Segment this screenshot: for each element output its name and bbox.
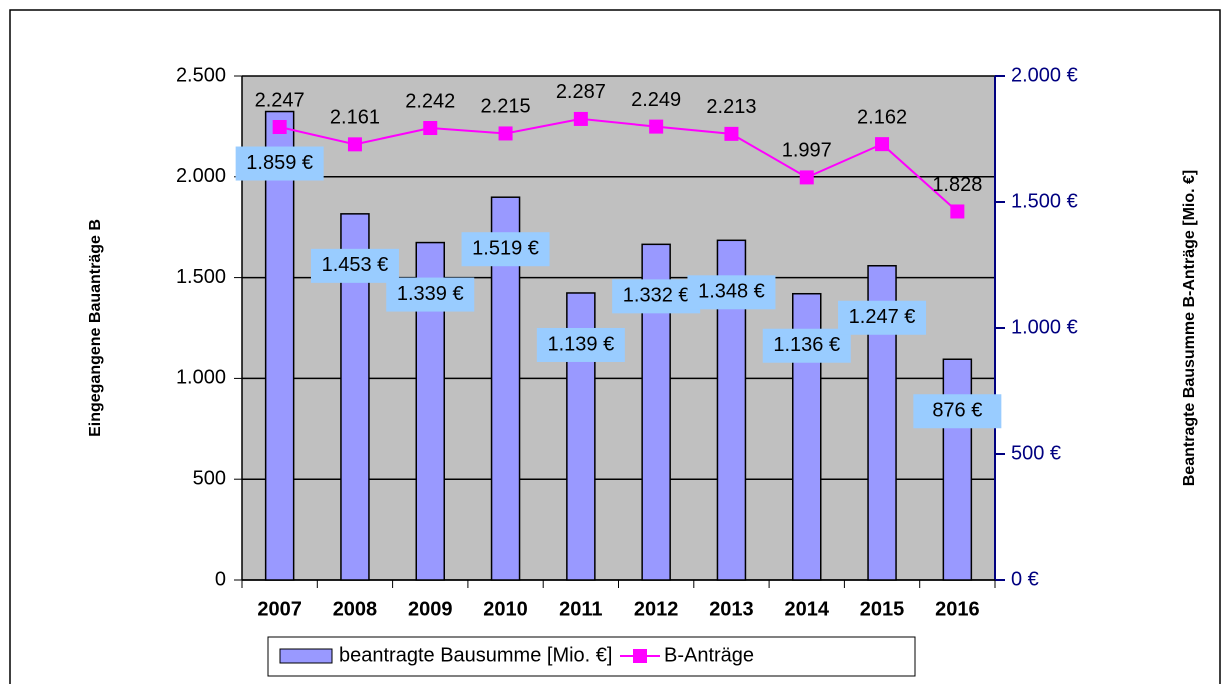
data-label: 2.247: [255, 89, 305, 111]
data-label-box: [310, 248, 399, 283]
line: [279, 117, 959, 213]
data-label-box: [235, 146, 324, 181]
y-tick-label: 2.500: [176, 64, 226, 86]
line-marker: [875, 137, 890, 152]
y2-axis-title: Beantragte Bausumme B-Anträge [Mio. €]: [1181, 170, 1198, 487]
x-tick-label: 2016: [935, 598, 980, 620]
legend-label: beantragte Bausumme [Mio. €]: [339, 644, 612, 666]
data-label: 1.332 €: [623, 285, 690, 307]
legend-swatch: [279, 648, 333, 664]
data-label-box: [762, 328, 851, 363]
data-label: 2.161: [330, 107, 380, 129]
data-label: 1.828: [932, 174, 982, 196]
x-tick-label: 2009: [408, 598, 453, 620]
data-label: 1.339 €: [397, 283, 464, 305]
data-label: 1.348 €: [698, 281, 765, 303]
x-tick-label: 2007: [257, 598, 302, 620]
line-marker: [649, 119, 664, 134]
x-tick-label: 2012: [634, 598, 679, 620]
y-tick-label: 1.500: [176, 266, 226, 288]
data-label: 1.247 €: [849, 306, 916, 328]
x-tick-label: 2010: [483, 598, 528, 620]
data-label: 2.287: [556, 81, 606, 103]
line-marker: [423, 121, 438, 136]
y-tick-label: 2.000: [176, 165, 226, 187]
data-label: 1.136 €: [773, 334, 840, 356]
y2-tick-label: 1.500 €: [1011, 190, 1078, 212]
line-marker: [950, 204, 965, 219]
legend-box: [267, 636, 916, 677]
line-marker: [573, 111, 588, 126]
y2-tick-label: 2.000 €: [1011, 64, 1078, 86]
data-label-box: [536, 327, 625, 362]
y2-tick-label: 500 €: [1011, 442, 1061, 464]
data-label: 1.997: [782, 140, 832, 162]
line-marker: [799, 170, 814, 185]
x-tick-label: 2014: [785, 598, 830, 620]
data-label: 2.249: [631, 89, 681, 111]
data-label: 2.213: [706, 96, 756, 118]
y2-tick-label: 1.000 €: [1011, 316, 1078, 338]
legend-label: B-Anträge: [664, 644, 754, 666]
data-label-box: [612, 279, 701, 314]
data-label: 2.215: [481, 96, 531, 118]
line-marker: [724, 126, 739, 141]
bar: [942, 358, 973, 581]
x-tick-label: 2011: [559, 598, 602, 620]
line-marker: [272, 120, 287, 135]
data-label: 2.162: [857, 106, 907, 128]
y-tick-label: 0: [215, 568, 226, 590]
line-marker: [498, 126, 513, 141]
line-marker: [347, 137, 362, 152]
data-label: 876 €: [932, 400, 982, 422]
legend-swatch: [633, 649, 647, 663]
data-label: 1.453 €: [322, 254, 389, 276]
data-label-box: [913, 394, 1002, 429]
x-tick-label: 2008: [333, 598, 378, 620]
data-label-box: [687, 275, 776, 310]
data-label-box: [386, 277, 475, 312]
y2-tick-label: 0 €: [1011, 568, 1039, 590]
data-label-box: [461, 232, 550, 267]
x-tick-label: 2015: [860, 598, 905, 620]
data-label: 1.139 €: [547, 333, 614, 355]
x-tick-label: 2013: [709, 598, 754, 620]
y-tick-label: 1.000: [176, 367, 226, 389]
y-axis-title: Eingegangene Bauanträge B: [87, 219, 104, 437]
y-tick-label: 500: [193, 467, 226, 489]
bar: [264, 110, 295, 581]
data-label: 1.859 €: [246, 152, 313, 174]
data-label: 1.519 €: [472, 237, 539, 259]
data-label-box: [838, 300, 927, 335]
data-label: 2.242: [405, 90, 455, 112]
